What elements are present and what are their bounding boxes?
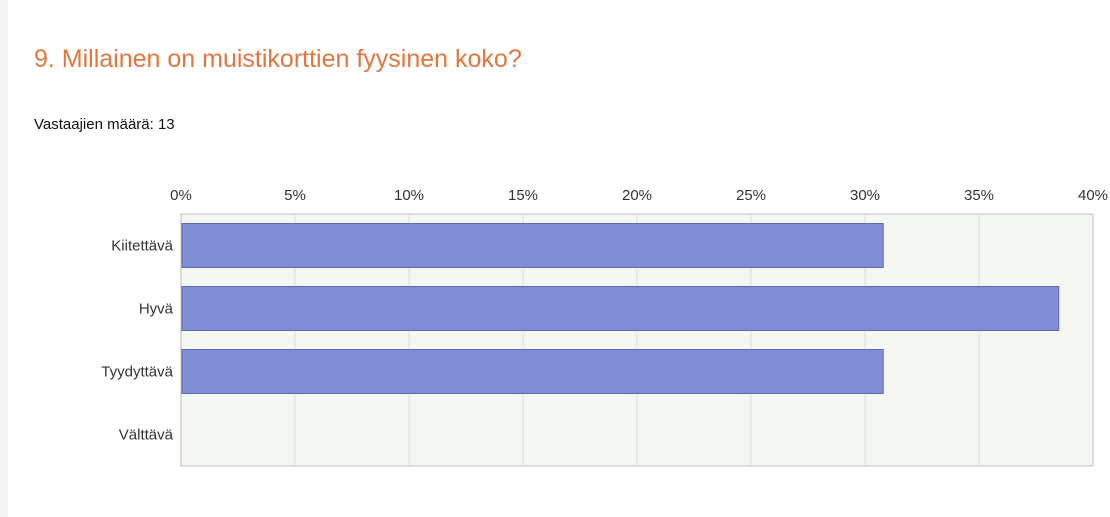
x-tick-label: 20% — [622, 187, 652, 204]
x-tick-label: 15% — [508, 187, 538, 204]
x-tick-label: 25% — [736, 187, 766, 204]
question-title: 9. Millainen on muistikorttien fyysinen … — [34, 45, 522, 73]
x-tick-label: 10% — [394, 187, 424, 204]
category-labels: Kiitettävä Hyvä Tyydyttävä Välttävä — [101, 238, 173, 444]
category-label: Kiitettävä — [111, 238, 173, 255]
category-label: Välttävä — [119, 427, 174, 444]
x-tick-label: 5% — [284, 187, 306, 204]
x-tick-labels: 0% 5% 10% 15% 20% 25% 30% 35% 40% — [170, 187, 1108, 204]
bar-1 — [181, 286, 1060, 331]
respondent-count: Vastaajien määrä: 13 — [34, 116, 175, 133]
bar-0 — [181, 223, 884, 268]
bars — [181, 223, 1060, 394]
x-tick-label: 30% — [850, 187, 880, 204]
x-tick-label: 0% — [170, 187, 192, 204]
category-label: Tyydyttävä — [101, 364, 173, 381]
x-tick-label: 40% — [1078, 187, 1108, 204]
category-label: Hyvä — [139, 301, 174, 318]
bar-2 — [181, 349, 884, 394]
x-tick-label: 35% — [964, 187, 994, 204]
left-edge-strip — [0, 0, 8, 517]
